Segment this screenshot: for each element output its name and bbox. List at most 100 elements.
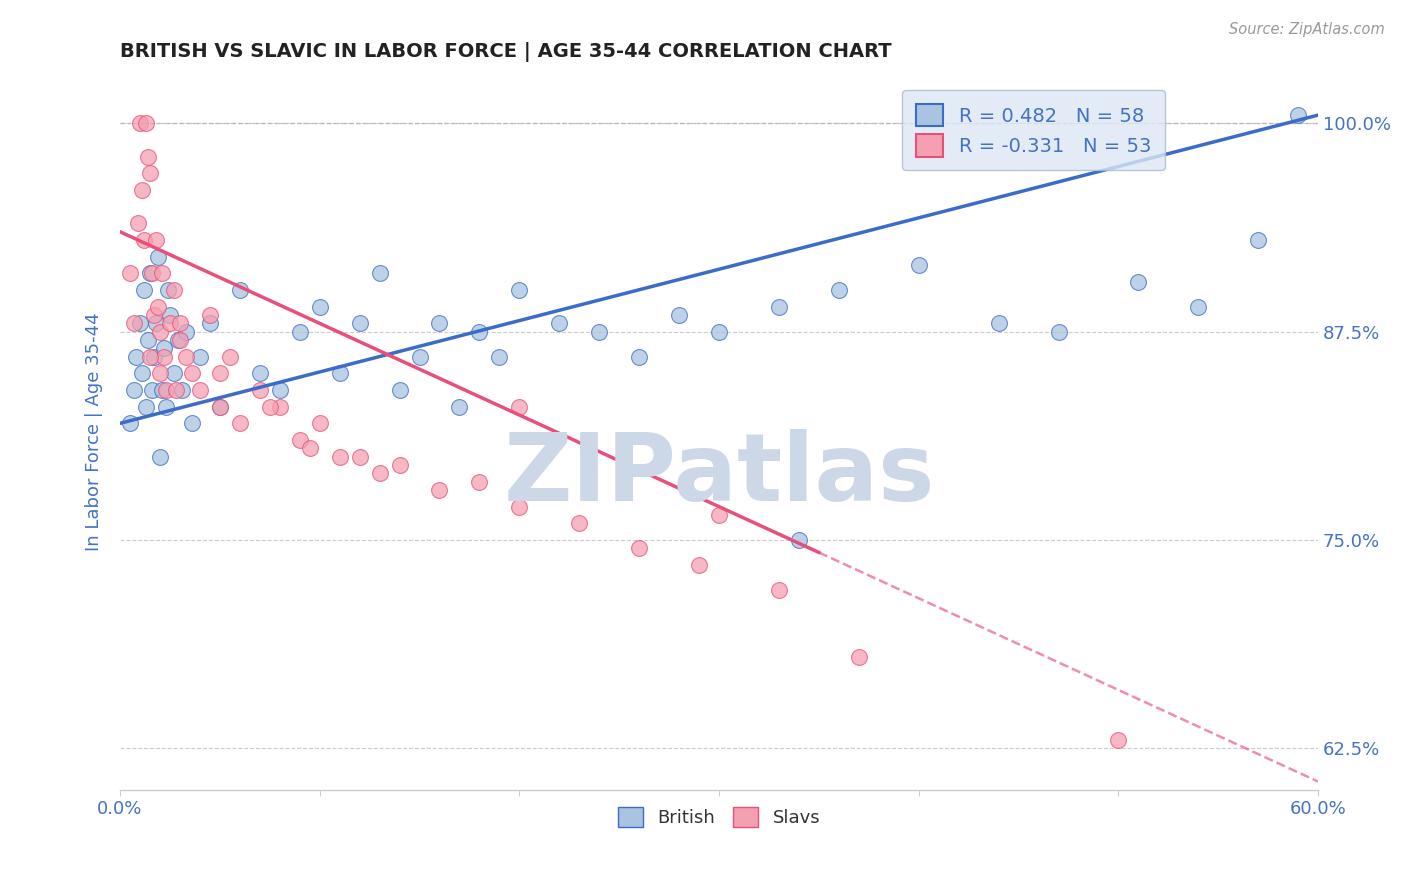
- Point: [1247, 233, 1270, 247]
- Point: [388, 458, 411, 472]
- Point: [174, 325, 197, 339]
- Point: [1107, 733, 1129, 747]
- Point: [208, 400, 231, 414]
- Point: [139, 350, 162, 364]
- Point: [768, 582, 790, 597]
- Point: [145, 317, 167, 331]
- Point: [688, 558, 710, 572]
- Point: [122, 317, 145, 331]
- Point: [139, 166, 162, 180]
- Point: [269, 400, 291, 414]
- Point: [145, 233, 167, 247]
- Point: [159, 317, 181, 331]
- Point: [149, 450, 172, 464]
- Point: [707, 508, 730, 522]
- Point: [308, 417, 330, 431]
- Point: [368, 467, 391, 481]
- Point: [198, 308, 221, 322]
- Point: [132, 233, 155, 247]
- Point: [288, 325, 311, 339]
- Point: [628, 350, 651, 364]
- Point: [129, 317, 152, 331]
- Point: [167, 333, 190, 347]
- Point: [155, 400, 177, 414]
- Point: [349, 317, 371, 331]
- Point: [174, 350, 197, 364]
- Point: [150, 266, 173, 280]
- Point: [508, 500, 530, 514]
- Point: [149, 367, 172, 381]
- Text: ZIPatlas: ZIPatlas: [503, 429, 935, 521]
- Point: [259, 400, 281, 414]
- Point: [129, 116, 152, 130]
- Legend: British, Slavs: British, Slavs: [610, 799, 828, 835]
- Point: [907, 258, 929, 272]
- Point: [229, 417, 252, 431]
- Point: [508, 283, 530, 297]
- Point: [131, 367, 153, 381]
- Point: [127, 216, 149, 230]
- Point: [198, 317, 221, 331]
- Point: [155, 383, 177, 397]
- Point: [180, 417, 202, 431]
- Point: [146, 300, 169, 314]
- Point: [149, 325, 172, 339]
- Point: [141, 266, 163, 280]
- Point: [388, 383, 411, 397]
- Point: [828, 283, 851, 297]
- Point: [408, 350, 430, 364]
- Point: [163, 367, 186, 381]
- Point: [628, 541, 651, 556]
- Point: [188, 350, 211, 364]
- Text: BRITISH VS SLAVIC IN LABOR FORCE | AGE 35-44 CORRELATION CHART: BRITISH VS SLAVIC IN LABOR FORCE | AGE 3…: [120, 42, 891, 62]
- Point: [368, 266, 391, 280]
- Point: [122, 383, 145, 397]
- Point: [141, 383, 163, 397]
- Point: [768, 300, 790, 314]
- Point: [1047, 325, 1070, 339]
- Point: [135, 400, 157, 414]
- Point: [468, 475, 491, 489]
- Point: [298, 442, 321, 456]
- Point: [132, 283, 155, 297]
- Point: [150, 383, 173, 397]
- Point: [568, 516, 591, 531]
- Point: [1187, 300, 1209, 314]
- Point: [180, 367, 202, 381]
- Point: [1128, 275, 1150, 289]
- Point: [468, 325, 491, 339]
- Point: [153, 342, 176, 356]
- Point: [163, 283, 186, 297]
- Point: [249, 383, 271, 397]
- Point: [142, 308, 165, 322]
- Point: [118, 417, 141, 431]
- Point: [131, 183, 153, 197]
- Point: [707, 325, 730, 339]
- Point: [218, 350, 240, 364]
- Point: [159, 308, 181, 322]
- Point: [156, 283, 179, 297]
- Point: [588, 325, 610, 339]
- Point: [349, 450, 371, 464]
- Point: [848, 649, 870, 664]
- Point: [169, 333, 191, 347]
- Point: [136, 150, 159, 164]
- Point: [548, 317, 571, 331]
- Point: [329, 367, 352, 381]
- Point: [208, 400, 231, 414]
- Point: [169, 317, 191, 331]
- Point: [288, 433, 311, 447]
- Point: [165, 383, 187, 397]
- Point: [308, 300, 330, 314]
- Point: [139, 266, 162, 280]
- Point: [668, 308, 690, 322]
- Point: [142, 350, 165, 364]
- Point: [135, 116, 157, 130]
- Point: [153, 350, 176, 364]
- Point: [429, 483, 451, 497]
- Point: [449, 400, 471, 414]
- Point: [118, 266, 141, 280]
- Point: [208, 367, 231, 381]
- Point: [136, 333, 159, 347]
- Point: [1347, 733, 1369, 747]
